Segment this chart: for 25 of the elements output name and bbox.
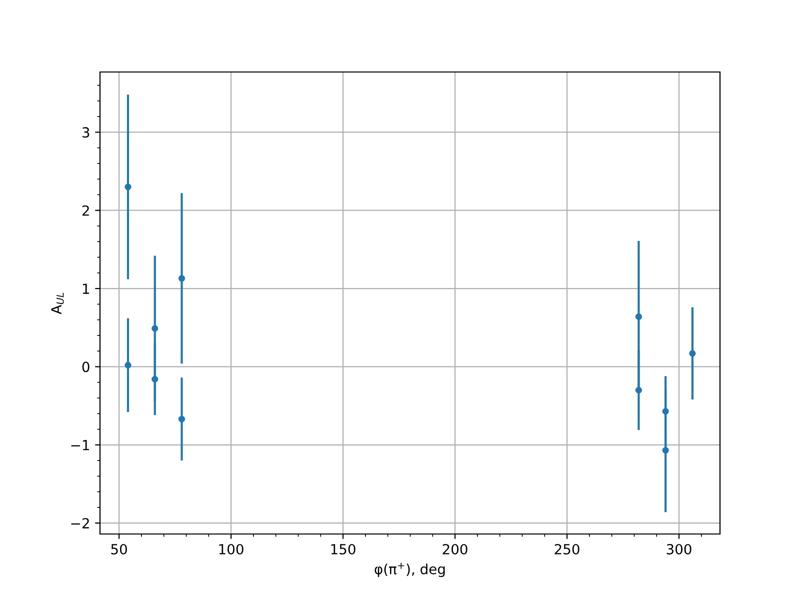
y-tick-label: −2	[71, 518, 89, 528]
y-axis-title: A$_{UL}$	[51, 292, 64, 314]
x-tick-label: 50	[111, 544, 127, 554]
point	[635, 313, 642, 320]
y-tick-label: 0	[82, 362, 90, 372]
point	[178, 416, 186, 422]
point	[662, 408, 669, 415]
point	[152, 325, 158, 332]
y-tick-label: 2	[82, 205, 89, 216]
y-tick-label: −1	[71, 440, 89, 450]
point	[635, 386, 642, 394]
x-axis-title: φ(π$^{+}$), deg	[374, 562, 445, 578]
x-tick-label: 250	[554, 544, 580, 554]
point	[124, 362, 132, 368]
y-tick-label: 3	[82, 127, 90, 138]
y-tick-label: 1	[82, 284, 89, 294]
x-tick-label: 200	[442, 544, 468, 554]
point	[662, 447, 669, 454]
point	[689, 350, 696, 357]
point	[178, 275, 186, 282]
x-tick-label: 100	[219, 544, 244, 554]
point	[124, 184, 132, 190]
point	[152, 376, 158, 383]
x-tick-label: 150	[331, 544, 356, 554]
x-tick-label: 300	[666, 544, 692, 554]
